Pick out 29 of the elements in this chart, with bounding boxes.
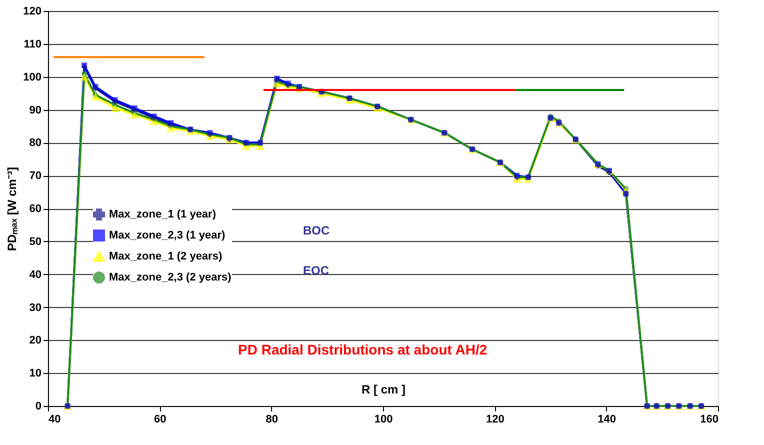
y-tick-label: 90 [29, 104, 42, 116]
y-tick-label: 50 [29, 236, 42, 248]
legend-label: Max_zone_1 (1 year) [109, 208, 216, 220]
y-axis-title: PDₘₐₓ [W cm⁻³] [5, 167, 20, 251]
y-tick-label: 70 [29, 170, 42, 182]
y-tick-label: 80 [29, 137, 42, 150]
x-tick-label: 140 [598, 414, 616, 426]
legend-label: Max_zone_2,3 (1 year) [109, 230, 226, 242]
x-tick-label: 120 [486, 414, 504, 426]
y-tick-label: 30 [29, 302, 42, 314]
legend-label: Max_zone_2,3 (2 years) [109, 272, 232, 284]
x-tick-label: 40 [48, 414, 61, 426]
x-tick-label: 160 [700, 414, 718, 426]
x-tick-label: 80 [266, 414, 278, 426]
x-tick-label: 60 [154, 414, 166, 426]
x-tick-label: 100 [374, 414, 393, 426]
y-tick-label: 60 [29, 203, 42, 215]
annotation: BOC [303, 224, 330, 238]
y-tick-label: 0 [35, 400, 42, 412]
y-tick-label: 100 [23, 71, 42, 84]
y-tick-label: 120 [23, 6, 42, 18]
annotation: PD Radial Distributions at about AH/2 [238, 342, 488, 358]
legend-label: Max_zone_1 (2 years) [109, 250, 222, 262]
annotation: EOC [303, 264, 330, 278]
y-tick-label: 40 [29, 268, 42, 281]
y-tick-label: 20 [29, 334, 42, 347]
y-tick-label: 10 [29, 368, 42, 380]
x-axis-title: R [ cm ] [361, 382, 406, 396]
y-tick-label: 110 [24, 38, 42, 50]
